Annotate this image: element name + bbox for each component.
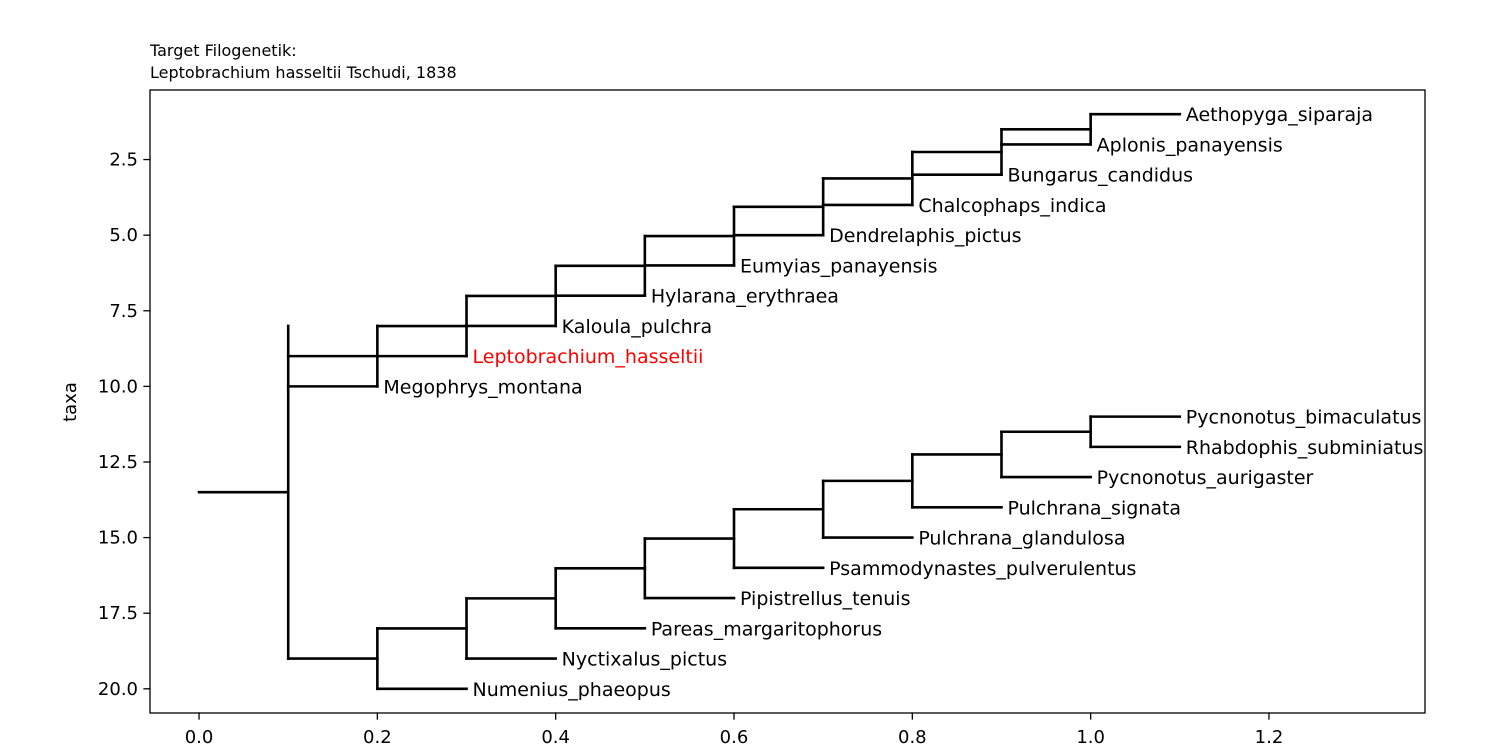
y-axis: 2.5 5.0 7.5 10.0 12.5 15.0 17.5 20.0 — [98, 150, 151, 700]
taxon-label: Nyctixalus_pictus — [562, 649, 727, 671]
x-tick-label: 0.6 — [720, 727, 749, 748]
taxon-label: Aethopyga_siparaja — [1186, 104, 1373, 126]
taxon-label: Megophrys_montana — [383, 376, 582, 398]
y-tick-label: 17.5 — [98, 603, 138, 624]
chart-title-line-1: Target Filogenetik: — [149, 41, 297, 60]
tree-branches — [197, 112, 1182, 691]
leaf-labels: Aethopyga_siparaja Aplonis_panayensis Bung… — [383, 104, 1423, 701]
x-tick-label: 0.2 — [363, 727, 392, 748]
y-tick-label: 15.0 — [98, 528, 138, 549]
taxon-label: Pareas_margaritophorus — [651, 618, 882, 640]
y-tick-label: 5.0 — [109, 225, 138, 246]
taxon-label: Psammodynastes_pulverulentus — [829, 558, 1136, 580]
x-tick-label: 0.8 — [898, 727, 927, 748]
taxon-label: Bungarus_candidus — [1007, 165, 1193, 187]
taxon-label: Rhabdophis_subminiatus — [1186, 437, 1424, 459]
y-tick-label: 20.0 — [98, 679, 138, 700]
taxon-label: Pulchrana_signata — [1007, 497, 1181, 519]
taxon-label: Pycnonotus_bimaculatus — [1186, 407, 1422, 429]
taxon-label: Pycnonotus_aurigaster — [1097, 467, 1314, 489]
taxon-label: Eumyias_panayensis — [740, 255, 938, 277]
x-tick-label: 1.0 — [1076, 727, 1105, 748]
chart-title-line-2: Leptobrachium hasseltii Tschudi, 1838 — [150, 63, 457, 82]
taxon-label: Hylarana_erythraea — [651, 286, 839, 308]
taxon-label: Numenius_phaeopus — [473, 679, 671, 701]
x-tick-label: 0.4 — [541, 727, 570, 748]
y-tick-label: 12.5 — [98, 452, 138, 473]
taxon-label: Aplonis_panayensis — [1097, 134, 1283, 156]
taxon-label: Pipistrellus_tenuis — [740, 588, 911, 610]
target-taxon-label: Leptobrachium_hasseltii — [473, 346, 704, 368]
taxon-label: Dendrelaphis_pictus — [829, 225, 1021, 247]
x-tick-label: 1.2 — [1255, 727, 1284, 748]
x-tick-label: 0.0 — [185, 727, 214, 748]
taxon-label: Chalcophaps_indica — [918, 195, 1106, 217]
y-axis-label: taxa — [60, 382, 81, 422]
y-tick-label: 7.5 — [109, 301, 138, 322]
y-tick-label: 2.5 — [109, 150, 138, 171]
x-axis: 0.0 0.2 0.4 0.6 0.8 1.0 1.2 — [185, 712, 1284, 748]
taxon-label: Pulchrana_glandulosa — [918, 528, 1125, 550]
y-tick-label: 10.0 — [98, 376, 138, 397]
taxon-label: Kaloula_pulchra — [562, 316, 712, 338]
plot-area-frame — [149, 89, 1426, 714]
